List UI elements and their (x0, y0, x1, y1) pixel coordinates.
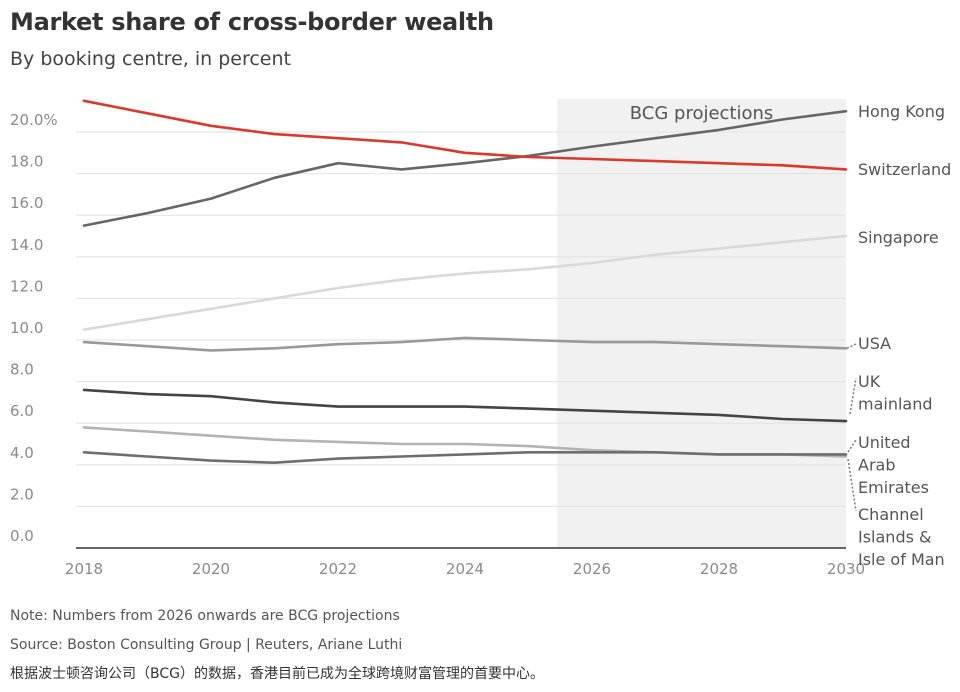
chart-title: Market share of cross-border wealth (10, 8, 494, 36)
series-line-switzerland (82, 99, 848, 171)
y-tick-label: 20.0% (10, 111, 58, 129)
series-label-united-arab-emirates: United (858, 433, 911, 452)
series-label-channel-islands-isle-of-man: Channel (858, 505, 924, 524)
chart-source: Source: Boston Consulting Group | Reuter… (10, 637, 403, 653)
line-chart: BCG projections 0.0 2.0 4.0 6.0 8.0 10.0 12.0 1… (10, 99, 951, 578)
series-lines (82, 99, 848, 465)
y-tick-label: 8.0 (10, 361, 34, 379)
series-line-hong-kong (82, 109, 848, 227)
series-label-united-arab-emirates: Emirates (858, 478, 929, 497)
series-labels: Hong Kong Switzerland Singapore USA UK mainla… (846, 102, 951, 569)
y-tick-label: 18.0 (10, 153, 43, 171)
usa-connector (846, 343, 857, 349)
x-tick-label: 2020 (192, 560, 230, 578)
y-tick-label: 12.0 (10, 277, 43, 295)
y-tick-label: 16.0 (10, 194, 43, 212)
series-line-united-arab-emirates (82, 450, 848, 465)
series-label-channel-islands-isle-of-man: Isle of Man (858, 550, 945, 569)
series-line-uk-mainland (82, 388, 848, 423)
series-label-uk-mainland: UK (858, 372, 881, 391)
series-line-usa (82, 336, 848, 352)
chart-subtitle: By booking centre, in percent (10, 48, 291, 70)
series-label-usa: USA (858, 334, 891, 353)
x-tick-label: 2028 (700, 560, 738, 578)
chart-note: Note: Numbers from 2026 onwards are BCG … (10, 608, 400, 624)
y-tick-label: 10.0 (10, 319, 43, 337)
series-label-switzerland: Switzerland (858, 160, 951, 179)
series-label-united-arab-emirates-connector (847, 439, 857, 453)
x-tick-label: 2030 (827, 560, 865, 578)
x-tick-label: 2018 (65, 560, 103, 578)
series-line-singapore (82, 234, 848, 331)
axes: 0.0 2.0 4.0 6.0 8.0 10.0 12.0 14.0 16.0 18.0 20.0%… (10, 111, 865, 578)
x-tick-label: 2022 (319, 560, 357, 578)
y-tick-label: 2.0 (10, 485, 34, 503)
series-label-united-arab-emirates: Arab (858, 456, 895, 475)
x-tick-label: 2024 (446, 560, 484, 578)
chinese-caption: 根据波士顿咨询公司（BCG）的数据，香港目前已成为全球跨境财富管理的首要中心。 (10, 666, 544, 682)
series-label-channel-islands-isle-of-man-connector (847, 458, 857, 512)
series-label-uk-mainland: mainland (858, 395, 933, 414)
gridlines (76, 131, 846, 507)
series-label-hong-kong: Hong Kong (858, 102, 945, 121)
y-tick-label: 6.0 (10, 402, 34, 420)
series-label-singapore: Singapore (858, 228, 939, 247)
y-tick-label: 4.0 (10, 444, 34, 462)
series-label-channel-islands-isle-of-man: Islands & (858, 528, 932, 547)
y-tick-label: 14.0 (10, 236, 43, 254)
y-tick-label: 0.0 (10, 527, 34, 545)
x-tick-label: 2026 (573, 560, 611, 578)
series-label-uk-mainland-connector (849, 377, 857, 415)
projection-band-label: BCG projections (630, 103, 774, 124)
